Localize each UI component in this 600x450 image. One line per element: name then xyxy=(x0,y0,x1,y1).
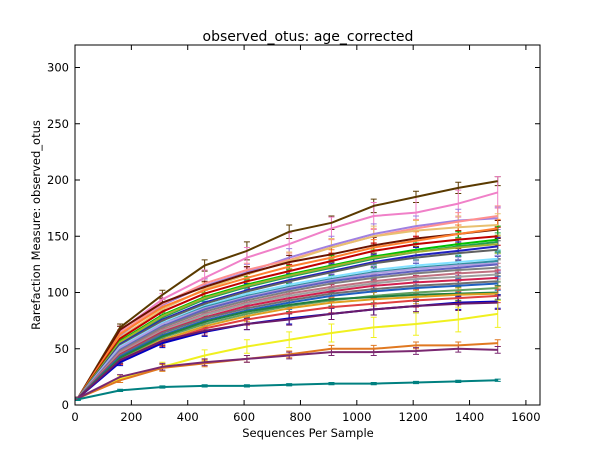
series-line-4 xyxy=(76,215,498,399)
plot-frame xyxy=(74,44,541,406)
y-tick-label: 100 xyxy=(47,286,69,300)
series-line-29 xyxy=(77,301,498,400)
x-tick-label: 1600 xyxy=(511,410,540,424)
series-line-1 xyxy=(76,180,498,399)
y-tick-label: 50 xyxy=(54,342,69,356)
axis-ticks: 0 200 400 600 800 1000 1200 1400 1600 0 50 100 150 20… xyxy=(47,45,541,424)
series-line-25 xyxy=(77,291,498,400)
series-line-23 xyxy=(77,282,498,400)
y-tick-label: 150 xyxy=(47,229,69,243)
x-axis-label: Sequences Per Sample xyxy=(242,426,373,440)
series-line-8 xyxy=(76,235,498,399)
series-line-18 xyxy=(77,266,498,399)
x-tick-label: 600 xyxy=(233,410,255,424)
series-line-33 xyxy=(77,379,498,401)
x-tick-label: 200 xyxy=(120,410,142,424)
x-tick-label: 800 xyxy=(289,410,311,424)
y-axis-label: Rarefaction Measure: observed_otus xyxy=(29,120,43,330)
x-tick-label: 0 xyxy=(71,410,78,424)
series-line-11 xyxy=(77,243,498,399)
series-line-22 xyxy=(77,280,498,400)
plot-area xyxy=(74,176,501,401)
series-line-13 xyxy=(77,248,498,399)
series-line-2 xyxy=(76,191,498,399)
x-tick-label: 1200 xyxy=(399,410,428,424)
x-tick-label: 1000 xyxy=(342,410,371,424)
series-line-7 xyxy=(76,227,498,399)
series-line-19 xyxy=(77,270,498,399)
y-tick-label: 300 xyxy=(47,61,69,75)
y-tick-label: 200 xyxy=(47,173,69,187)
series-line-16 xyxy=(77,262,498,399)
y-tick-label: 250 xyxy=(47,117,69,131)
series-line-6 xyxy=(76,228,498,399)
x-tick-label: 400 xyxy=(177,410,199,424)
chart-title: observed_otus: age_corrected xyxy=(203,29,414,45)
y-tick-label: 0 xyxy=(62,398,69,412)
series-line-31 xyxy=(77,342,498,400)
series-line-32 xyxy=(77,347,498,400)
series-line-5 xyxy=(76,224,498,399)
x-tick-label: 1400 xyxy=(455,410,484,424)
series-line-27 xyxy=(77,294,498,400)
